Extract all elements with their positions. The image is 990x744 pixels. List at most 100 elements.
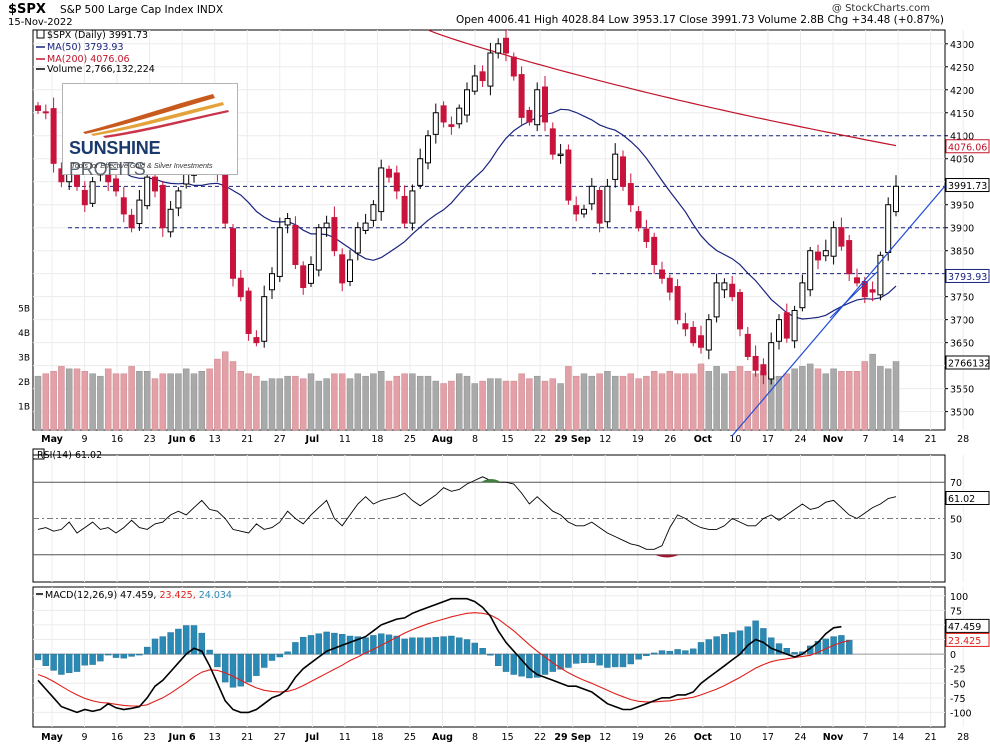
volume-tick-label: 5B: [18, 305, 30, 315]
volume-bar: [89, 373, 96, 431]
macd-histogram-bar: [261, 653, 268, 668]
volume-bar: [572, 375, 580, 431]
volume-bar: [604, 371, 611, 431]
volume-tick-label: 2B: [18, 378, 30, 388]
volume-value-tag-box: [945, 355, 990, 370]
macd-value-tag-box: [945, 618, 990, 633]
macd-histogram-bar: [245, 653, 252, 683]
candle-body: [807, 250, 814, 291]
volume-bar: [643, 375, 650, 431]
x-tick-label: 13: [209, 434, 221, 445]
volume-bar: [198, 371, 206, 431]
macd-histogram-bar: [159, 636, 167, 655]
candle-body: [588, 185, 595, 205]
candle-body: [323, 222, 330, 229]
volume-bar: [806, 363, 814, 431]
candle-body: [253, 337, 260, 344]
x-tick-label-bottom: 16: [111, 732, 123, 743]
macd-histogram-bar: [354, 636, 361, 655]
macd-histogram-bar: [666, 650, 673, 655]
volume-bar: [658, 373, 666, 431]
candle-body: [776, 319, 782, 342]
candle-body: [565, 149, 572, 201]
macd-histogram-bar: [65, 653, 73, 673]
x-tick-label-bottom: 19: [632, 732, 644, 743]
macd-histogram-bar: [331, 632, 338, 655]
candle-body: [386, 168, 392, 178]
volume-bar: [799, 366, 806, 431]
x-tick-label: 28: [957, 434, 969, 445]
candle-body: [705, 319, 712, 351]
candle-body: [159, 184, 166, 229]
price-tick-label: 4050: [950, 155, 974, 166]
candle-body: [713, 282, 720, 318]
rsi-tick-label: 30: [950, 551, 962, 562]
macd-histogram-bar: [580, 653, 588, 664]
macd-histogram-bar: [417, 637, 424, 655]
volume-bar: [104, 368, 112, 431]
candle-body: [768, 342, 775, 380]
candle-body: [35, 105, 41, 111]
macd-histogram-bar: [534, 653, 541, 678]
volume-bar: [627, 373, 635, 431]
volume-bar: [299, 378, 307, 431]
macd-histogram-bar: [401, 638, 408, 655]
rsi-line: [37, 476, 897, 550]
price-value-tag: 3991.73: [948, 181, 987, 192]
x-tick-label: 22: [534, 434, 546, 445]
candle-body: [760, 364, 767, 376]
x-tick-label-bottom: 13: [209, 732, 221, 743]
macd-histogram-bar: [393, 635, 400, 655]
x-tick-label: 14: [892, 434, 904, 445]
x-tick-label-bottom: 9: [82, 732, 88, 743]
candle-body: [456, 107, 463, 125]
x-tick-label-bottom: 28: [957, 732, 969, 743]
uptrend-line: [731, 185, 946, 437]
ticker-name: S&P 500 Large Cap Index INDX: [60, 4, 223, 16]
x-tick-label: 29 Sep: [554, 434, 591, 445]
candle-body: [393, 172, 400, 192]
volume-bar: [822, 373, 830, 431]
candle-body: [50, 108, 57, 164]
candle-body: [245, 290, 252, 334]
candle-body: [822, 250, 829, 257]
macd-histogram-bar: [596, 653, 603, 666]
macd-histogram-bar: [175, 628, 182, 655]
candle-body: [542, 86, 548, 123]
volume-bar: [541, 380, 549, 431]
volume-bar: [752, 373, 759, 431]
candle-body: [362, 222, 369, 231]
macd-histogram-bar: [42, 653, 49, 666]
volume-bar: [549, 378, 557, 431]
macd-histogram-bar: [838, 635, 845, 655]
x-tick-label-bottom: 15: [502, 732, 514, 743]
volume-bar: [206, 368, 213, 431]
volume-bar: [401, 373, 408, 431]
candle-body: [635, 211, 642, 229]
volume-bar: [463, 375, 471, 431]
volume-bar: [448, 380, 455, 431]
rsi-tick-label: 50: [950, 515, 962, 526]
candle-body: [308, 263, 314, 284]
x-tick-label: 17: [762, 434, 774, 445]
macd-title: MACD(12,26,9) 47.459, 23.425, 24.034: [45, 590, 232, 601]
x-tick-label-bottom: Jun 6: [168, 732, 196, 743]
candle-body: [495, 43, 502, 54]
macd-histogram-bar: [424, 637, 432, 655]
candle-body: [503, 37, 509, 54]
macd-histogram-bar: [729, 632, 736, 655]
volume-bar: [838, 371, 845, 431]
candle-body: [869, 289, 876, 293]
volume-bar: [650, 371, 658, 431]
candle-body: [526, 109, 533, 123]
candle-body: [152, 176, 158, 192]
macd-histogram-bar: [635, 653, 642, 660]
macd-histogram-bar: [440, 636, 447, 655]
macd-tick-label: -100: [950, 708, 972, 719]
candle-body: [744, 333, 751, 357]
volume-bar: [869, 353, 876, 431]
macd-histogram-bar: [58, 653, 65, 675]
macd-histogram-bar: [846, 639, 853, 655]
macd-histogram-bar: [284, 651, 291, 655]
volume-bar: [284, 375, 291, 431]
